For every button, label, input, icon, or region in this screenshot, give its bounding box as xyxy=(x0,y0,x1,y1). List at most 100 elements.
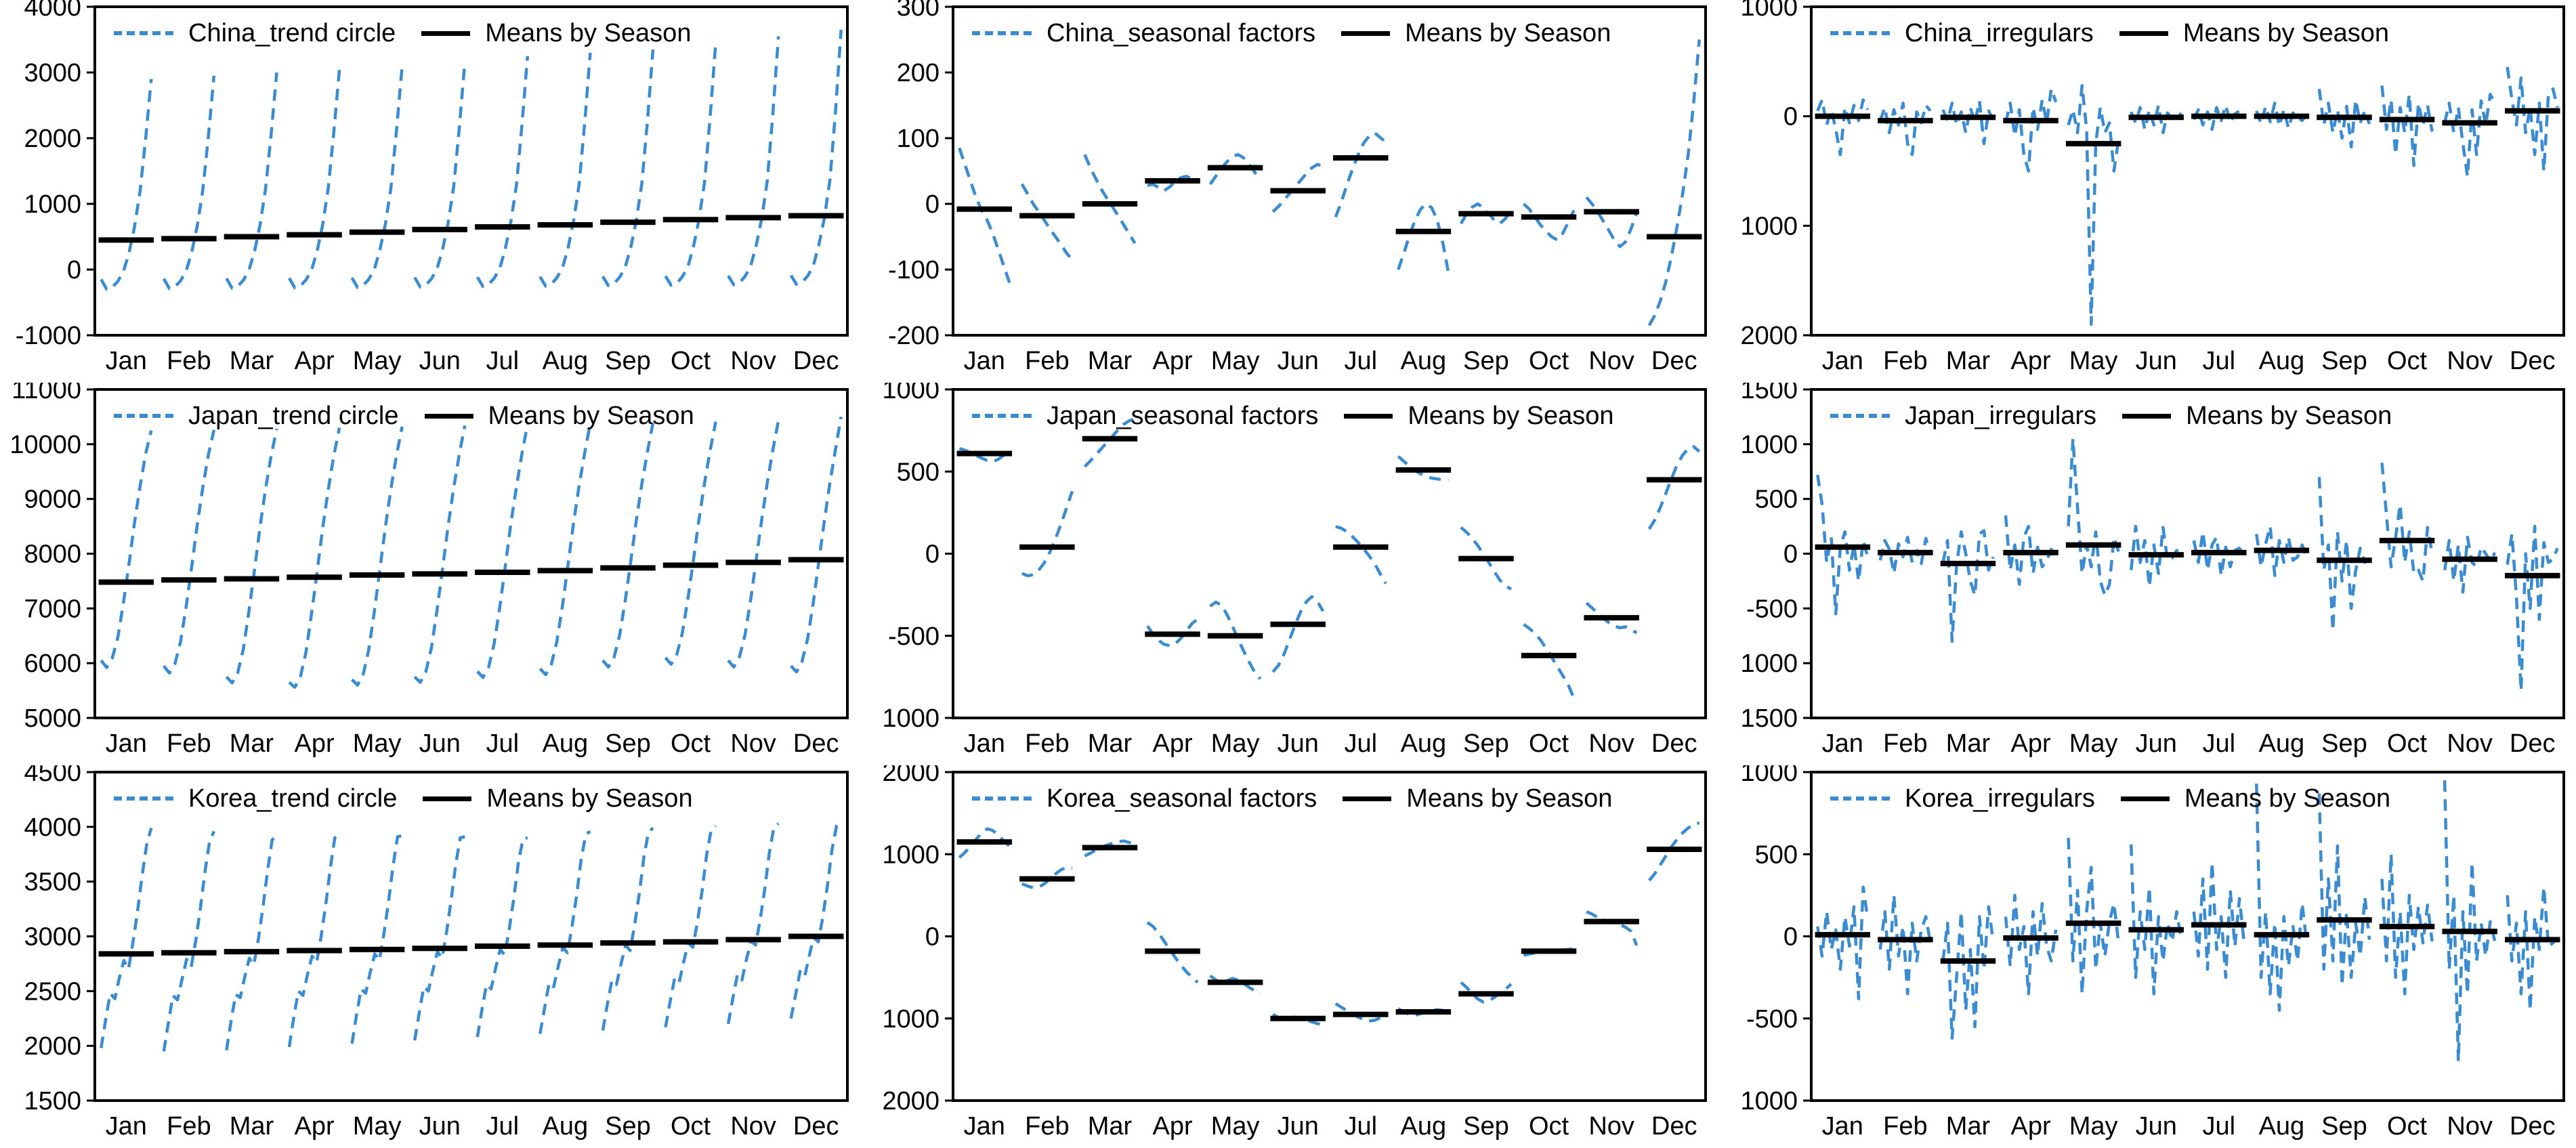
svg-text:0: 0 xyxy=(925,923,939,952)
svg-text:Jul: Jul xyxy=(486,347,520,375)
svg-text:Aug: Aug xyxy=(2259,729,2305,758)
svg-text:Jan: Jan xyxy=(1822,729,1863,758)
svg-text:Nov: Nov xyxy=(730,729,776,758)
svg-text:3000: 3000 xyxy=(24,923,81,952)
svg-text:Mar: Mar xyxy=(1946,1112,1991,1141)
svg-text:1000: 1000 xyxy=(882,704,939,733)
series-label: Korea_irregulars xyxy=(1905,784,2095,813)
svg-text:Apr: Apr xyxy=(294,347,334,375)
svg-text:Dec: Dec xyxy=(1651,1112,1697,1141)
svg-text:Jul: Jul xyxy=(1345,347,1378,375)
svg-text:Aug: Aug xyxy=(1401,1112,1447,1141)
svg-text:Nov: Nov xyxy=(2447,347,2493,375)
korea-trend-plot: 4500 4000 3500 3000 2500 2000 1500 Jan Feb Mar Apr… xyxy=(24,765,849,1141)
svg-text:6000: 6000 xyxy=(24,650,81,678)
china-seasonal-factors-plot: 300 200 100 0 -100 -200 Jan Feb Mar Apr May Jun Jul A… xyxy=(888,0,1707,375)
svg-text:Mar: Mar xyxy=(1088,347,1133,375)
series-dash-swatch xyxy=(972,31,1032,35)
svg-text:Jan: Jan xyxy=(964,1112,1005,1141)
svg-text:1000: 1000 xyxy=(1740,650,1798,678)
means-line-swatch xyxy=(423,796,472,801)
svg-text:May: May xyxy=(353,729,402,758)
series-label: Japan_trend circle xyxy=(188,402,399,430)
svg-text:-500: -500 xyxy=(1746,1005,1798,1034)
svg-text:500: 500 xyxy=(1755,486,1798,514)
svg-text:Jun: Jun xyxy=(2136,1112,2177,1141)
svg-text:0: 0 xyxy=(1783,103,1798,131)
svg-text:Apr: Apr xyxy=(2010,1112,2050,1141)
svg-text:-500: -500 xyxy=(888,622,939,651)
svg-text:Jun: Jun xyxy=(1278,347,1319,375)
svg-text:Jul: Jul xyxy=(1345,1112,1378,1141)
svg-text:Jun: Jun xyxy=(1278,1112,1319,1141)
svg-text:Mar: Mar xyxy=(1946,729,1991,758)
svg-text:Jan: Jan xyxy=(106,1112,147,1141)
svg-text:1000: 1000 xyxy=(1740,0,1798,22)
svg-text:2000: 2000 xyxy=(24,1032,81,1061)
means-line-swatch xyxy=(2120,796,2170,801)
svg-text:Mar: Mar xyxy=(1946,347,1991,375)
svg-text:Sep: Sep xyxy=(2321,729,2367,758)
svg-text:100: 100 xyxy=(897,125,939,153)
chart-china-seasonal-factors: China_seasonal factors Means by Season 3… xyxy=(858,0,1716,383)
svg-text:Oct: Oct xyxy=(671,729,711,758)
svg-text:Jun: Jun xyxy=(2136,729,2177,758)
svg-text:2500: 2500 xyxy=(24,977,81,1006)
legend: Japan_seasonal factors Means by Season xyxy=(972,403,1614,429)
svg-text:Apr: Apr xyxy=(1152,729,1192,758)
svg-text:200: 200 xyxy=(897,59,939,87)
svg-text:Jul: Jul xyxy=(2203,729,2236,758)
chart-china-irregulars: China_irregulars Means by Season 1000 0 10… xyxy=(1716,0,2575,383)
svg-text:Feb: Feb xyxy=(1883,347,1927,375)
japan-seasonal-factors-plot: 1000 500 0 -500 1000 Jan Feb Mar Apr May Jun Jul Aug… xyxy=(882,383,1707,758)
svg-text:10000: 10000 xyxy=(9,431,81,459)
means-line-swatch xyxy=(421,30,471,36)
svg-text:Feb: Feb xyxy=(1883,729,1927,758)
svg-text:Oct: Oct xyxy=(1529,729,1569,758)
means-label: Means by Season xyxy=(1406,784,1613,813)
svg-text:May: May xyxy=(2069,347,2118,375)
chart-china-trend: China_trend circle Means by Season 4000 3… xyxy=(0,0,858,383)
series-label: Korea_seasonal factors xyxy=(1047,784,1317,813)
series-dash-swatch xyxy=(972,796,1032,801)
svg-text:Oct: Oct xyxy=(1529,1112,1569,1141)
svg-text:1000: 1000 xyxy=(24,190,81,219)
svg-text:Oct: Oct xyxy=(1529,347,1569,375)
means-label: Means by Season xyxy=(2182,19,2389,47)
series-dash-swatch xyxy=(114,31,173,35)
japan-trend-plot: 11000 10000 9000 8000 7000 6000 5000 Jan Feb Mar A… xyxy=(9,383,849,758)
svg-text:1500: 1500 xyxy=(1740,704,1798,733)
series-dash-swatch xyxy=(1830,31,1890,35)
svg-text:Oct: Oct xyxy=(671,347,711,375)
svg-text:Feb: Feb xyxy=(1883,1112,1927,1141)
svg-text:8000: 8000 xyxy=(24,540,81,569)
svg-text:Jul: Jul xyxy=(1345,729,1378,758)
svg-text:1500: 1500 xyxy=(24,1087,81,1115)
svg-text:Aug: Aug xyxy=(2259,1112,2305,1141)
svg-text:Dec: Dec xyxy=(2510,729,2556,758)
svg-text:Apr: Apr xyxy=(294,1112,334,1141)
china-irregulars-plot: 1000 0 1000 2000 Jan Feb Mar Apr May Jun Jul Aug Sep… xyxy=(1740,0,2565,375)
means-label: Means by Season xyxy=(2186,402,2392,430)
svg-text:1000: 1000 xyxy=(882,841,939,869)
means-label: Means by Season xyxy=(486,784,693,813)
legend: Japan_trend circle Means by Season xyxy=(114,403,694,429)
svg-text:2000: 2000 xyxy=(882,1087,939,1115)
svg-text:Oct: Oct xyxy=(2387,729,2428,758)
svg-text:1000: 1000 xyxy=(882,1005,939,1034)
svg-text:Dec: Dec xyxy=(2510,1112,2556,1141)
svg-text:Sep: Sep xyxy=(605,729,651,758)
svg-text:Sep: Sep xyxy=(2321,1112,2367,1141)
series-dash-swatch xyxy=(114,414,173,418)
svg-text:Jan: Jan xyxy=(1822,347,1863,375)
svg-text:Sep: Sep xyxy=(1463,347,1509,375)
japan-irregulars-plot: 1500 1000 500 0 -500 1000 1500 Jan Feb Mar Apr May J… xyxy=(1740,383,2565,758)
series-label: Japan_irregulars xyxy=(1905,402,2097,430)
svg-text:-100: -100 xyxy=(888,256,939,284)
svg-text:Mar: Mar xyxy=(230,729,274,758)
svg-text:Jul: Jul xyxy=(2203,347,2236,375)
svg-text:0: 0 xyxy=(1783,923,1798,952)
svg-text:7000: 7000 xyxy=(24,595,81,623)
svg-text:Feb: Feb xyxy=(1025,347,1069,375)
means-line-swatch xyxy=(1344,413,1393,419)
